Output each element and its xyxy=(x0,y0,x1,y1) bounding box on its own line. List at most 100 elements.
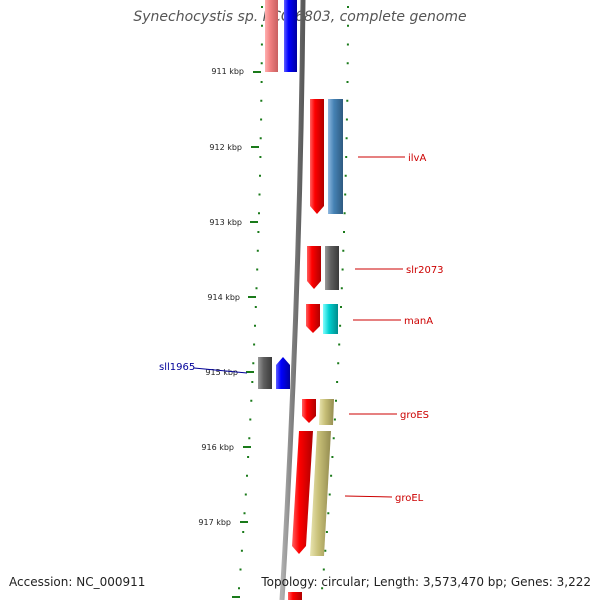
ring-dot xyxy=(340,306,342,308)
ring-dot xyxy=(261,6,263,8)
ring-dot xyxy=(259,156,262,158)
ring-dot xyxy=(243,512,246,515)
ring-dot xyxy=(249,418,252,421)
gene-ilvA-feature[interactable] xyxy=(310,99,324,214)
scale-ticks: 911 kbp 912 kbp 913 kbp 914 kbp 915 kbp … xyxy=(198,67,261,598)
ring-dot xyxy=(253,343,256,346)
ring-dot xyxy=(260,81,263,83)
gene-feature[interactable] xyxy=(288,592,302,600)
gene-ilvA-product-feature[interactable] xyxy=(328,99,343,214)
genome-backbone xyxy=(279,0,306,600)
ring-dot xyxy=(259,174,261,177)
accession-text: Accession: NC_000911 xyxy=(9,575,146,589)
scale-tick-label: 914 kbp xyxy=(207,293,240,302)
ring-dot xyxy=(338,343,341,346)
right-dotted-ring xyxy=(321,6,349,590)
ring-dot xyxy=(244,493,247,496)
ring-dot xyxy=(347,24,349,27)
gene-feature[interactable] xyxy=(276,357,290,389)
reverse-strand-genes xyxy=(258,0,297,389)
ring-dot xyxy=(335,399,337,402)
ring-dot xyxy=(246,474,248,477)
gene-groEL-feature[interactable] xyxy=(292,431,313,554)
ring-dot xyxy=(240,549,243,552)
groEL-leader-line xyxy=(344,495,393,498)
ring-dot xyxy=(257,231,260,233)
gene-sll1965-feature[interactable] xyxy=(258,357,272,389)
ring-dot xyxy=(345,118,348,121)
gene-groES-product-feature[interactable] xyxy=(319,399,334,425)
ring-dot xyxy=(333,418,336,421)
gene-label-ilvA[interactable]: ilvA xyxy=(408,153,426,164)
scale-tick-label: 911 kbp xyxy=(211,67,244,76)
ring-dot xyxy=(260,118,263,121)
ring-dot xyxy=(331,456,334,458)
gene-feature[interactable] xyxy=(265,0,278,72)
gene-label-slr2073[interactable]: slr2073 xyxy=(406,265,444,276)
gene-manA-feature[interactable] xyxy=(306,304,320,333)
left-dotted-ring xyxy=(238,6,263,590)
ring-dot xyxy=(332,437,335,440)
ring-dot xyxy=(247,456,250,458)
ring-dot xyxy=(258,193,261,196)
ring-dot xyxy=(254,306,257,308)
ring-dot xyxy=(259,137,262,140)
gene-groEL-product-feature[interactable] xyxy=(310,431,331,556)
ring-dot xyxy=(345,156,348,158)
ring-dot xyxy=(255,287,258,290)
ring-dot xyxy=(242,531,245,533)
gene-labels: ilvA slr2073 manA sll1965 groES groEL xyxy=(159,153,444,504)
gene-feature[interactable] xyxy=(284,0,297,72)
ring-dot xyxy=(325,531,328,533)
ring-dot xyxy=(261,24,263,27)
ring-dot xyxy=(238,587,240,590)
ring-dot xyxy=(342,249,345,252)
ring-dot xyxy=(256,249,259,252)
ring-dot xyxy=(330,474,333,477)
ring-dot xyxy=(248,437,251,440)
scale-tick-label: 916 kbp xyxy=(201,443,234,452)
ring-dot xyxy=(343,212,346,215)
ring-dot xyxy=(344,174,347,177)
gene-label-groES[interactable]: groES xyxy=(400,410,429,421)
genome-summary-text: Topology: circular; Length: 3,573,470 bp… xyxy=(261,575,591,589)
ring-dot xyxy=(321,587,324,590)
ring-dot xyxy=(324,549,327,552)
ring-dot xyxy=(345,137,348,140)
ring-dot xyxy=(343,231,345,233)
ring-dot xyxy=(328,493,331,496)
ring-dot xyxy=(254,324,256,327)
sll1965-leader-line xyxy=(193,367,248,374)
ring-dot xyxy=(251,381,254,383)
ring-dot xyxy=(258,212,260,215)
ring-dot xyxy=(344,193,347,196)
ring-dot xyxy=(260,43,263,46)
ring-dot xyxy=(322,568,325,571)
gene-manA-product-feature[interactable] xyxy=(323,304,338,334)
ring-dot xyxy=(340,287,343,290)
ring-dot xyxy=(260,99,263,102)
gene-slr2073-product-feature[interactable] xyxy=(325,246,339,290)
ring-dot xyxy=(347,6,349,8)
gene-label-sll1965[interactable]: sll1965 xyxy=(159,362,195,373)
ring-dot xyxy=(239,568,242,571)
gene-label-groEL[interactable]: groEL xyxy=(395,493,424,504)
scale-tick-label: 917 kbp xyxy=(198,518,231,527)
scale-tick-label: 912 kbp xyxy=(209,143,242,152)
ring-dot xyxy=(337,362,340,365)
gene-label-manA[interactable]: manA xyxy=(404,316,433,327)
ring-dot xyxy=(346,62,349,65)
ring-dot xyxy=(327,512,330,515)
ring-dot xyxy=(336,381,339,383)
ring-dot xyxy=(256,268,259,271)
gene-groES-feature[interactable] xyxy=(302,399,316,423)
map-title: Synechocystis sp. PCC 6803, complete gen… xyxy=(133,9,467,25)
ring-dot xyxy=(346,99,349,102)
ring-dot xyxy=(260,62,263,65)
ring-dot xyxy=(341,268,344,271)
scale-tick-label: 913 kbp xyxy=(209,218,242,227)
forward-strand-genes xyxy=(288,99,343,600)
gene-slr2073-feature[interactable] xyxy=(307,246,321,289)
ring-dot xyxy=(252,362,255,365)
